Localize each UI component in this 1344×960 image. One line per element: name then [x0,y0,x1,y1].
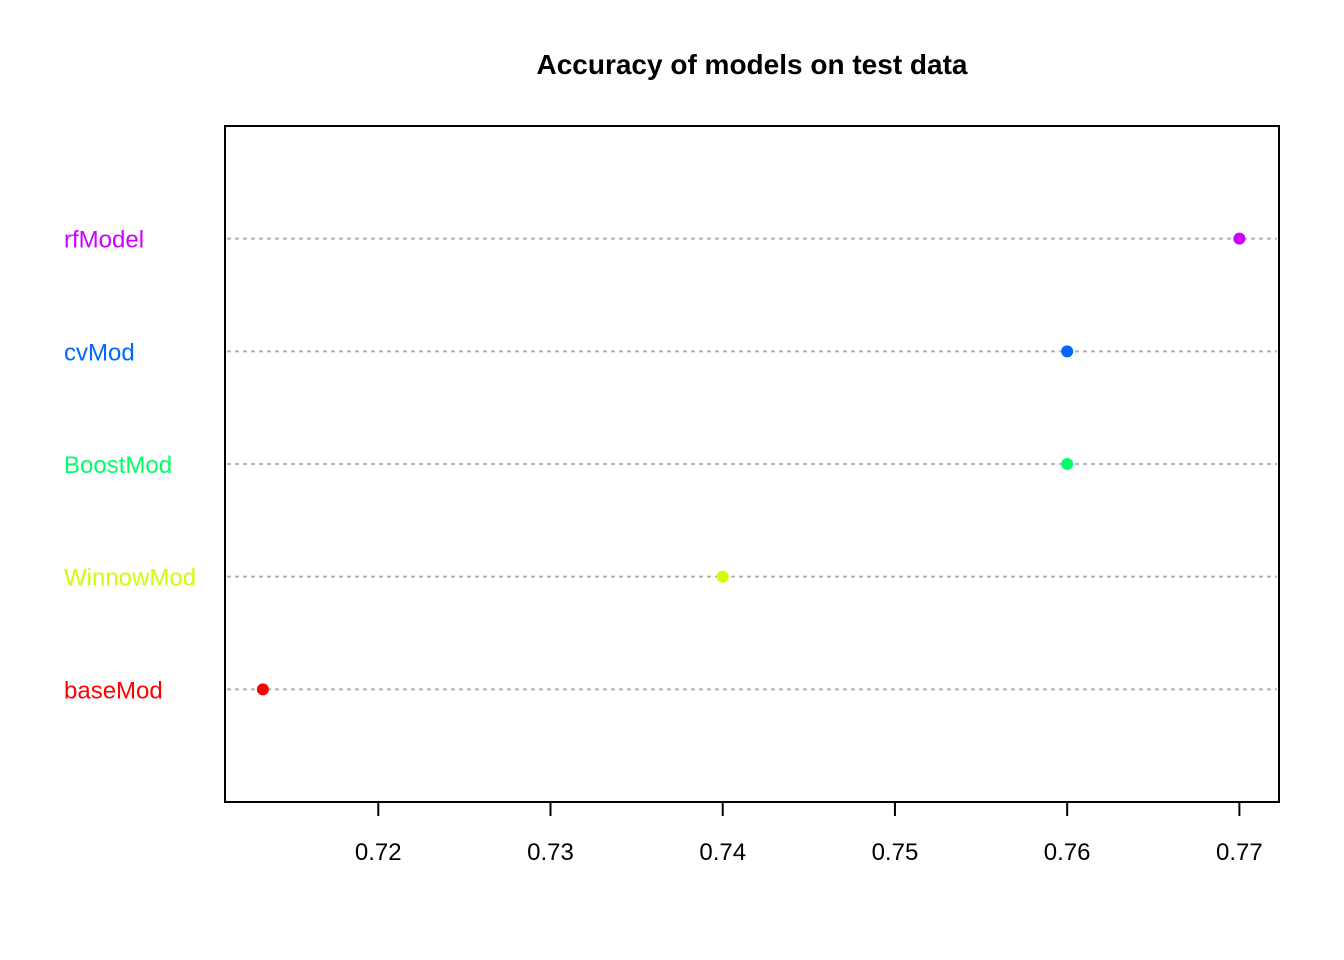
category-label: rfModel [64,227,144,254]
guide-lines [227,237,1277,691]
data-point [1061,345,1074,358]
data-points [256,232,1246,696]
category-label: baseMod [64,677,163,704]
x-axis: 0.72 0.73 0.74 0.75 0.76 0.77 [355,802,1263,866]
x-tick-label: 0.76 [1044,839,1091,866]
data-point [1061,458,1074,470]
x-tick-label: 0.72 [355,839,402,866]
x-tick-label: 0.77 [1216,839,1263,866]
category-label: cvMod [64,339,135,366]
x-tick-label: 0.75 [872,839,919,866]
data-point [256,683,269,696]
category-labels: baseMod WinnowMod BoostMod cvMod rfModel [64,227,196,705]
chart-title: Accuracy of models on test data [536,49,967,80]
data-point [716,570,729,583]
category-label: BoostMod [64,452,172,479]
plot-frame [224,125,1280,803]
category-label: WinnowMod [64,565,196,592]
data-point [1233,232,1246,245]
x-tick-label: 0.73 [527,839,574,866]
x-tick-label: 0.74 [699,839,746,866]
